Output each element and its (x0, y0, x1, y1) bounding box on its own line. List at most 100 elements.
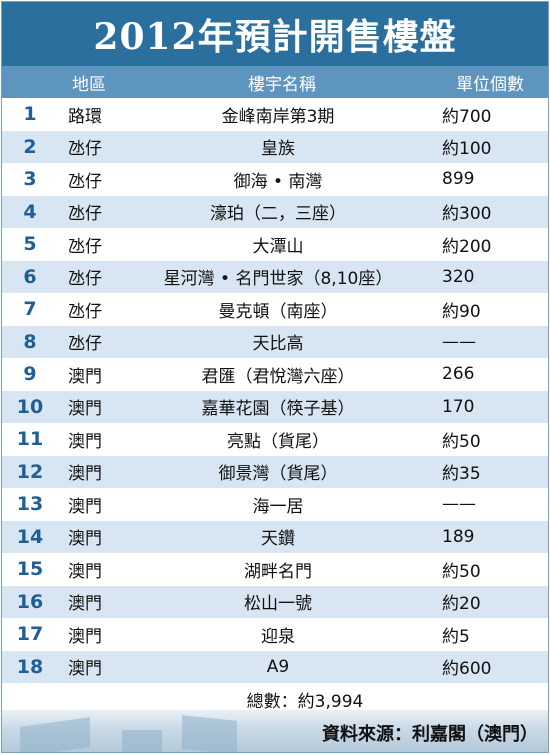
row-number: 9 (23, 363, 37, 386)
row-building-name: 曼克頓（南座） (218, 301, 338, 322)
row-units: 約50 (442, 431, 481, 452)
row-number: 7 (23, 298, 37, 321)
row-building-name: 金峰南岸第3期 (221, 106, 335, 127)
row-area: 澳門 (68, 561, 102, 582)
row-units: 約20 (442, 594, 481, 615)
row-area: 澳門 (68, 464, 102, 485)
row-number: 15 (16, 558, 44, 581)
table-row: 16 澳門 松山一號 約20 (2, 585, 548, 618)
row-number: 6 (23, 265, 37, 288)
row-number: 1 (23, 103, 37, 126)
table-body: 1 路環 金峰南岸第3期 約700 2 氹仔 皇族 約100 3 氹仔 御海 • 南灣 899 4 氹仔濠… (2, 98, 548, 683)
row-area: 氹仔 (68, 236, 102, 257)
row-area: 路環 (68, 106, 102, 127)
row-area: 澳門 (68, 659, 102, 680)
table-row: 10 澳門 嘉華花園（筷子基） 170 (2, 390, 548, 423)
header-building-name: 樓宇名稱 (248, 74, 316, 95)
row-units: 約35 (442, 464, 481, 485)
row-number: 2 (23, 135, 37, 158)
row-building-name: 湖畔名門 (244, 561, 312, 582)
row-number: 10 (16, 395, 44, 418)
source-credit: 資料來源：利嘉閣（澳門） (322, 724, 538, 745)
row-number: 8 (23, 330, 37, 353)
row-number: 12 (16, 460, 44, 483)
row-building-name: 御景灣（貨尾） (218, 464, 338, 485)
row-area: 氹仔 (68, 334, 102, 355)
table-header: 地區 樓宇名稱 單位個數 (2, 66, 548, 98)
row-units: —— (442, 494, 476, 515)
row-area: 澳門 (68, 529, 102, 550)
row-units: 約100 (442, 139, 492, 160)
row-number: 3 (23, 168, 37, 191)
row-units: 189 (442, 526, 475, 547)
row-number: 18 (16, 655, 44, 678)
page-title: 2012年預計開售樓盤 (93, 16, 457, 58)
table-row: 6 氹仔 星河灣 • 名門世家（8,10座） 320 (2, 260, 548, 293)
table-row: 1 路環 金峰南岸第3期 約700 (2, 98, 548, 131)
table-row: 12 澳門 御景灣（貨尾） 約35 (2, 455, 548, 488)
header-area: 地區 (72, 74, 106, 95)
row-units: 170 (442, 396, 475, 417)
table-row: 7 氹仔 曼克頓（南座） 約90 (2, 293, 548, 326)
row-number: 4 (23, 200, 37, 223)
row-number: 16 (16, 590, 44, 613)
row-building-name: 松山一號 (244, 594, 312, 615)
row-building-name: 大潭山 (252, 236, 304, 257)
row-units: 約50 (442, 561, 481, 582)
row-area: 氹仔 (68, 204, 102, 225)
table-row: 13 澳門 海一居 —— (2, 488, 548, 521)
row-building-name: 天鑽 (261, 529, 295, 550)
row-area: 澳門 (68, 626, 102, 647)
total-units: 總數：約3,994 (246, 691, 364, 712)
row-area: 澳門 (68, 431, 102, 452)
row-units: 899 (442, 169, 475, 190)
row-building-name: 海一居 (252, 496, 304, 517)
background-building-image (182, 715, 237, 752)
background-building-image (20, 717, 90, 752)
source-band: 資料來源：利嘉閣（澳門） (2, 710, 548, 752)
row-units: 約90 (442, 301, 481, 322)
row-area: 澳門 (68, 366, 102, 387)
table-row: 17 澳門 迎泉 約5 (2, 618, 548, 651)
row-building-name: 君匯（君悅灣六座） (201, 366, 355, 387)
row-building-name: A9 (266, 656, 290, 677)
table-row: 15 澳門 湖畔名門 約50 (2, 553, 548, 586)
title-bar: 2012年預計開售樓盤 (2, 2, 548, 66)
row-area: 氹仔 (68, 269, 102, 290)
row-units: 約300 (442, 204, 492, 225)
row-units: —— (442, 331, 476, 352)
row-area: 澳門 (68, 594, 102, 615)
row-units: 約700 (442, 106, 492, 127)
row-building-name: 星河灣 • 名門世家（8,10座） (163, 269, 393, 290)
row-number: 17 (16, 623, 44, 646)
row-building-name: 亮點（貨尾） (227, 431, 329, 452)
row-units: 約5 (442, 626, 470, 647)
row-area: 氹仔 (68, 171, 102, 192)
row-building-name: 濠珀（二，三座） (210, 204, 346, 225)
row-number: 11 (16, 428, 44, 451)
table-row: 3 氹仔 御海 • 南灣 899 (2, 163, 548, 196)
row-building-name: 御海 • 南灣 (233, 171, 323, 192)
row-building-name: 嘉華花園（筷子基） (201, 399, 355, 420)
row-building-name: 皇族 (261, 139, 295, 160)
row-number: 13 (16, 493, 44, 516)
row-units: 約200 (442, 236, 492, 257)
total-row: 總數：約3,994 (2, 683, 548, 715)
row-building-name: 迎泉 (261, 626, 295, 647)
row-units: 266 (442, 364, 475, 385)
table-row: 4 氹仔 濠珀（二，三座） 約300 (2, 195, 548, 228)
table-row: 9 澳門 君匯（君悅灣六座） 266 (2, 358, 548, 391)
row-number: 14 (16, 525, 44, 548)
table-row: 5 氹仔 大潭山 約200 (2, 228, 548, 261)
row-building-name: 天比高 (252, 334, 304, 355)
row-number: 5 (23, 233, 37, 256)
table-row: 18 澳門 A9 約600 (2, 650, 548, 683)
background-building-image (122, 730, 162, 752)
row-area: 澳門 (68, 496, 102, 517)
row-units: 約600 (442, 659, 492, 680)
row-area: 氹仔 (68, 139, 102, 160)
table-row: 11 澳門 亮點（貨尾） 約50 (2, 423, 548, 456)
row-area: 氹仔 (68, 301, 102, 322)
table-row: 2 氹仔 皇族 約100 (2, 130, 548, 163)
